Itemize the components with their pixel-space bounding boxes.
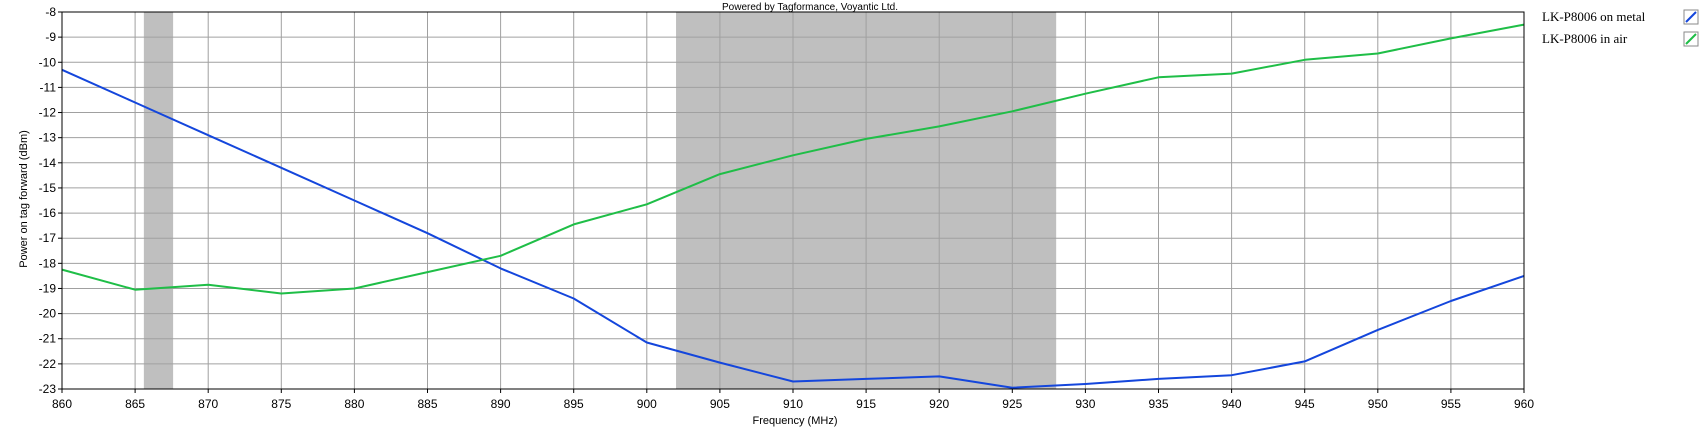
x-tick-label-950: 950 — [1368, 397, 1388, 411]
y-tick-label--21: -21 — [39, 332, 57, 346]
y-tick-label--22: -22 — [39, 357, 57, 371]
x-tick-label-880: 880 — [344, 397, 364, 411]
y-tick-label--23: -23 — [39, 382, 57, 396]
y-axis-title: Power on tag forward (dBm) — [18, 130, 30, 268]
x-tick-label-955: 955 — [1441, 397, 1461, 411]
legend: LK-P8006 on metal LK-P8006 in air — [1542, 9, 1699, 47]
tick-labels: 860 865 870 875 880 885 890 895 900 905 910 915 920 9… — [39, 5, 1535, 411]
x-tick-label-905: 905 — [710, 397, 730, 411]
y-tick-label--12: -12 — [39, 106, 57, 120]
y-tick-label--14: -14 — [39, 156, 57, 170]
y-tick-label--9: -9 — [45, 30, 56, 44]
x-tick-label-960: 960 — [1514, 397, 1534, 411]
shaded-bands — [143, 12, 1057, 389]
x-tick-label-895: 895 — [564, 397, 584, 411]
y-tick-label--18: -18 — [39, 256, 57, 270]
y-tick-label--15: -15 — [39, 181, 57, 195]
x-tick-label-935: 935 — [1148, 397, 1168, 411]
x-tick-label-860: 860 — [52, 397, 72, 411]
x-tick-label-890: 890 — [491, 397, 511, 411]
plot-border — [61, 11, 1525, 390]
x-tick-label-885: 885 — [417, 397, 437, 411]
y-tick-label--17: -17 — [39, 231, 57, 245]
plot-frame — [61, 11, 1525, 390]
legend-swatch-line-0 — [1685, 11, 1697, 23]
y-tick-label--11: -11 — [40, 80, 57, 94]
series-line-0 — [61, 68, 1525, 389]
x-tick-label-915: 915 — [856, 397, 876, 411]
y-tick-label--20: -20 — [39, 307, 57, 321]
y-tick-label--16: -16 — [39, 206, 57, 220]
legend-swatch-line-1 — [1685, 33, 1697, 45]
y-tick-label--19: -19 — [39, 281, 57, 295]
shaded-band-0 — [143, 12, 174, 389]
series-lines — [61, 23, 1525, 389]
series-line-1 — [61, 23, 1525, 295]
x-tick-label-900: 900 — [637, 397, 657, 411]
x-tick-label-875: 875 — [271, 397, 291, 411]
x-tick-label-920: 920 — [929, 397, 949, 411]
x-tick-label-870: 870 — [198, 397, 218, 411]
y-tick-label--13: -13 — [39, 131, 57, 145]
legend-label-0: LK-P8006 on metal — [1542, 9, 1646, 24]
y-tick-label--10: -10 — [39, 55, 57, 69]
x-tick-label-945: 945 — [1295, 397, 1315, 411]
x-axis-title: Frequency (MHz) — [753, 415, 838, 427]
legend-label-1: LK-P8006 in air — [1542, 31, 1628, 46]
chart-title: Powered by Tagformance, Voyantic Ltd. — [722, 2, 898, 13]
x-tick-label-865: 865 — [125, 397, 145, 411]
x-tick-label-925: 925 — [1002, 397, 1022, 411]
x-tick-label-910: 910 — [783, 397, 803, 411]
x-tick-label-940: 940 — [1222, 397, 1242, 411]
x-tick-label-930: 930 — [1075, 397, 1095, 411]
y-tick-label--8: -8 — [45, 5, 56, 19]
